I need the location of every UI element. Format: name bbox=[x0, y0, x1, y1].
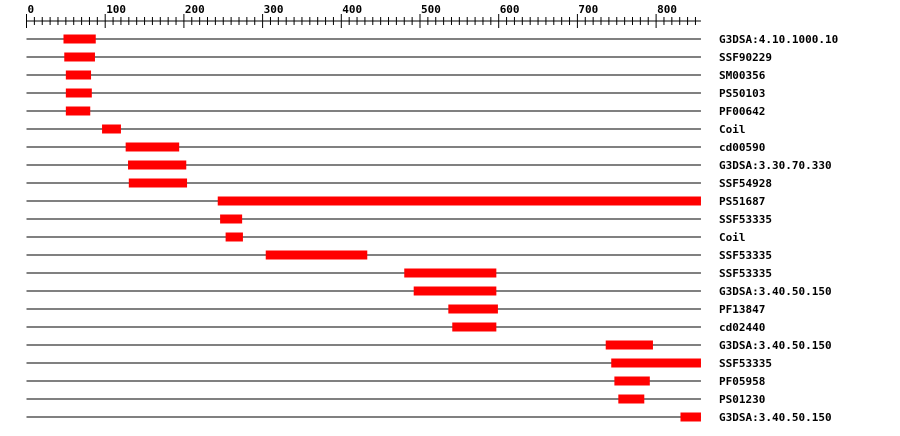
x-tick-label: 100 bbox=[106, 3, 126, 16]
domain-bar bbox=[614, 376, 650, 386]
domain-bar bbox=[611, 358, 701, 368]
domain-label: cd00590 bbox=[719, 141, 765, 154]
x-tick-label: 600 bbox=[500, 3, 520, 16]
domain-bar bbox=[413, 286, 497, 296]
domain-bar bbox=[125, 142, 180, 152]
domain-bar bbox=[64, 52, 95, 62]
domain-label: PF13847 bbox=[719, 303, 765, 316]
domain-bar bbox=[404, 268, 497, 278]
domain-bar bbox=[220, 214, 243, 224]
x-tick-label: 400 bbox=[342, 3, 362, 16]
x-tick-label: 700 bbox=[578, 3, 598, 16]
domain-label: SSF53335 bbox=[719, 213, 772, 226]
domain-label: PS01230 bbox=[719, 393, 765, 406]
x-tick-label: 500 bbox=[421, 3, 441, 16]
domain-bar bbox=[217, 196, 701, 206]
domain-bar bbox=[225, 232, 243, 242]
domain-label: G3DSA:3.40.50.150 bbox=[719, 285, 832, 298]
domain-label: PF00642 bbox=[719, 105, 765, 118]
domain-label: G3DSA:3.30.70.330 bbox=[719, 159, 832, 172]
x-tick-label: 200 bbox=[185, 3, 205, 16]
domain-label: Coil bbox=[719, 123, 746, 136]
domain-bar bbox=[128, 160, 187, 170]
x-tick-label: 0 bbox=[28, 3, 35, 16]
domain-bar bbox=[680, 412, 701, 422]
domain-bar bbox=[618, 394, 645, 404]
domain-bar bbox=[605, 340, 653, 350]
domain-bar bbox=[63, 34, 96, 44]
domain-bar bbox=[65, 88, 92, 98]
domain-label: SSF53335 bbox=[719, 249, 772, 262]
domain-bar bbox=[102, 124, 121, 134]
domain-label: G3DSA:3.40.50.150 bbox=[719, 339, 832, 352]
domain-label: Coil bbox=[719, 231, 746, 244]
x-tick-label: 300 bbox=[264, 3, 284, 16]
domain-label: PS51687 bbox=[719, 195, 765, 208]
domain-bar bbox=[448, 304, 498, 314]
domain-bar bbox=[452, 322, 497, 332]
domain-label: PS50103 bbox=[719, 87, 765, 100]
domain-label: PF05958 bbox=[719, 375, 765, 388]
domain-bar bbox=[128, 178, 188, 188]
domain-bar bbox=[265, 250, 368, 260]
domain-bar bbox=[65, 106, 91, 116]
domain-label: G3DSA:3.40.50.150 bbox=[719, 411, 832, 424]
domain-label: SSF53335 bbox=[719, 357, 772, 370]
domain-bar bbox=[65, 70, 92, 80]
domain-label: SSF90229 bbox=[719, 51, 772, 64]
domain-label: cd02440 bbox=[719, 321, 765, 334]
domain-label: SSF53335 bbox=[719, 267, 772, 280]
x-tick-label: 800 bbox=[657, 3, 677, 16]
domain-label: G3DSA:4.10.1000.10 bbox=[719, 33, 838, 46]
domain-label: SM00356 bbox=[719, 69, 766, 82]
domain-label: SSF54928 bbox=[719, 177, 772, 190]
